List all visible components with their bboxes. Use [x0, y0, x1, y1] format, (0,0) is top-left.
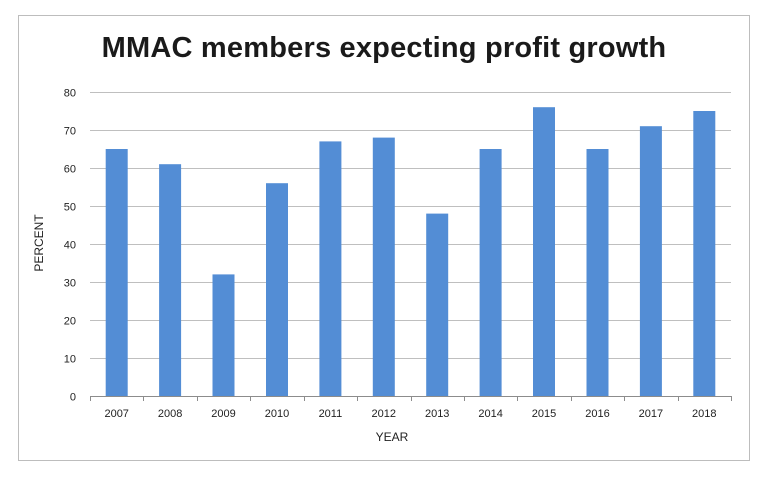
bar-2016: [586, 149, 609, 396]
gridlines: [90, 92, 731, 359]
y-tick-label: 70: [64, 126, 76, 138]
bar-2012: [372, 137, 395, 396]
x-tick-labels: 2007 2008 2009 2010 2011 2012 2013 2014 2015 2016…: [104, 408, 716, 420]
bar-2018: [693, 111, 716, 396]
y-tick-label: 80: [64, 88, 76, 100]
bar-2015: [533, 107, 555, 396]
x-tick-label: 2012: [372, 408, 396, 420]
axes: [90, 396, 732, 401]
bar-2010: [266, 183, 288, 396]
y-axis-label: PERCENT: [32, 214, 46, 272]
x-tick-label: 2009: [211, 408, 235, 420]
y-tick-label: 60: [64, 164, 76, 176]
bar-2017: [639, 126, 662, 396]
bar-2007: [105, 149, 128, 396]
y-tick-labels: 0 10 20 30 40 50 60 70 80: [64, 88, 76, 404]
bar-2009: [212, 274, 235, 396]
x-tick-label: 2007: [104, 408, 128, 420]
bar-2008: [159, 164, 182, 396]
y-tick-label: 10: [64, 354, 76, 366]
x-axis-label: YEAR: [376, 430, 409, 444]
x-tick-label: 2018: [692, 408, 716, 420]
x-tick-label: 2013: [425, 408, 449, 420]
chart-title: MMAC members expecting profit growth: [101, 32, 667, 64]
x-tick-label: 2015: [532, 408, 556, 420]
x-tick-label: 2017: [639, 408, 663, 420]
x-tick-label: 2014: [478, 408, 502, 420]
x-tick-label: 2010: [265, 408, 289, 420]
y-tick-label: 40: [64, 240, 76, 252]
x-tick-label: 2008: [158, 408, 182, 420]
y-tick-label: 50: [64, 202, 76, 214]
y-tick-label: 0: [70, 392, 76, 404]
bars: [105, 107, 716, 396]
bar-2013: [426, 213, 449, 396]
bar-2011: [319, 141, 342, 396]
bar-2014: [479, 149, 502, 396]
y-tick-label: 30: [64, 278, 76, 290]
y-tick-label: 20: [64, 316, 76, 328]
x-tick-label: 2011: [319, 408, 343, 420]
x-tick-label: 2016: [585, 408, 609, 420]
